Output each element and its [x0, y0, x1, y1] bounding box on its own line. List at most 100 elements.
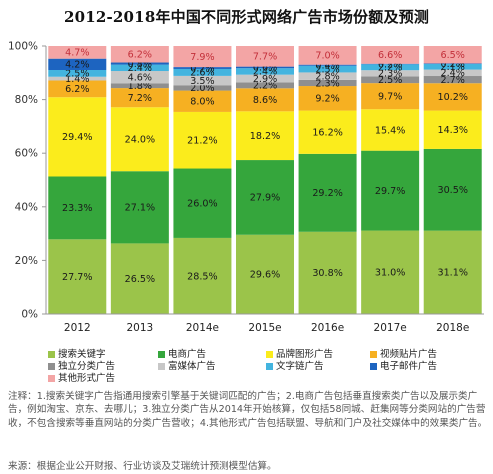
data-label: 18.2%: [250, 131, 280, 142]
data-label: 0.2%: [378, 59, 402, 70]
legend-item: 品牌图形广告: [266, 346, 333, 360]
bar-segment: [236, 82, 294, 89]
legend-item: 视频贴片广告: [370, 346, 437, 360]
data-label: 0.7%: [190, 63, 214, 74]
data-label: 14.3%: [437, 125, 467, 136]
legend-swatch: [266, 362, 273, 370]
bar-segment: [361, 109, 420, 151]
data-label: 7.9%: [190, 52, 214, 63]
data-label: 16.2%: [312, 128, 342, 139]
data-label: 6.2%: [65, 84, 89, 95]
data-label: 1.8%: [128, 81, 152, 92]
data-label: 29.4%: [62, 132, 92, 143]
bar-segment: [236, 66, 294, 69]
legend-label: 电子邮件广告: [380, 361, 438, 372]
bar-segment: [110, 62, 169, 65]
bar-segment: [236, 68, 294, 75]
legend-swatch: [158, 362, 165, 370]
bar-segment: [110, 46, 169, 63]
data-label: 2.8%: [315, 71, 339, 82]
bar-segment: [423, 110, 482, 149]
data-label: 6.5%: [441, 50, 465, 61]
legend-item: 独立分类广告: [48, 358, 115, 372]
data-label: 2.6%: [190, 68, 214, 79]
legend-item: 电商广告: [158, 346, 206, 360]
data-label: 0.4%: [315, 61, 339, 72]
x-tick-label: 2012: [64, 322, 91, 334]
data-label: 28.5%: [187, 271, 217, 282]
x-tick-label: 2018e: [436, 322, 469, 334]
data-label: 2.4%: [253, 67, 277, 78]
bar-segment: [110, 243, 169, 314]
bar-segment: [298, 231, 357, 314]
bar-segment: [48, 46, 107, 59]
data-label: 0.2%: [441, 59, 465, 70]
data-label: 2.7%: [441, 75, 465, 86]
legend-item: 其他形式广告: [48, 370, 115, 384]
bar-segment: [361, 70, 420, 77]
legend-item: 电子邮件广告: [370, 358, 437, 372]
data-label: 1.4%: [65, 74, 89, 85]
data-label: 15.4%: [375, 125, 405, 136]
y-tick-label: 80%: [15, 94, 38, 106]
bar-stack-2016e: 30.8% 29.2% 16.2% 9.2% 2.3%2.8%2.5%0.4%7.0%: [298, 46, 357, 314]
bar-segment: [110, 71, 169, 84]
bar-segment: [48, 239, 107, 314]
legend-item: 文字链广告: [266, 358, 324, 372]
data-label: 9.7%: [378, 91, 402, 102]
bar-segment: [48, 97, 107, 177]
data-label: 8.6%: [253, 95, 277, 106]
bar-segment: [423, 63, 482, 70]
bar-segment: [361, 230, 420, 314]
bar-segment: [236, 88, 294, 112]
bar-segment: [361, 83, 420, 110]
data-label: 31.1%: [437, 268, 467, 279]
notes: 注释：1.搜索关键字广告指通用搜索引擎基于关键词匹配的广告；2.电商广告包括垂直…: [8, 391, 488, 429]
data-label: 2.5%: [65, 69, 89, 80]
bar-segment: [423, 148, 482, 231]
data-label: 29.7%: [375, 186, 405, 197]
legend-swatch: [48, 374, 55, 382]
bar-segment: [48, 58, 107, 70]
bar-segment: [298, 65, 357, 73]
data-label: 29.2%: [312, 188, 342, 199]
data-label: 7.0%: [315, 51, 339, 62]
data-label: 31.0%: [375, 268, 405, 279]
bar-segment: [298, 79, 357, 87]
bar-segment: [361, 150, 420, 231]
data-label: 23.3%: [62, 203, 92, 214]
data-label: 10.2%: [437, 92, 467, 103]
data-label: 2.4%: [128, 63, 152, 74]
legend-swatch: [158, 350, 165, 358]
legend-label: 其他形式广告: [58, 373, 116, 384]
data-label: 4.6%: [128, 72, 152, 83]
chart-title: 2012-2018年中国不同形式网络广告市场份额及预测: [63, 8, 430, 26]
bar-segment: [173, 75, 232, 86]
bar-stack-2014e: 28.5% 26.0% 21.2% 8.0% 2.0%3.5%2.6%0.7%7.9%: [173, 46, 232, 314]
bar-stack-2013: 26.5% 27.1% 24.0% 7.2%1.8%4.6%2.4%0.8%6.2%: [110, 46, 169, 314]
data-label: 21.2%: [187, 136, 217, 147]
data-label: 6.6%: [378, 50, 402, 61]
bar-segment: [173, 237, 232, 314]
bar-segment: [423, 76, 482, 84]
legend-label: 电商广告: [168, 349, 207, 360]
stacked-bar-chart: 0%20%40%60%80%100% 27.7%23.3%29.4%6.2%1.…: [8, 41, 484, 334]
bar-segment: [423, 63, 482, 64]
bar-segment: [173, 85, 232, 91]
data-label: 2.2%: [253, 81, 277, 92]
data-label: 30.5%: [437, 185, 467, 196]
data-label: 2.5%: [378, 75, 402, 86]
bar-segment: [110, 107, 169, 172]
bar-segment: [361, 76, 420, 84]
bar-segment: [298, 110, 357, 154]
data-label: 27.1%: [125, 203, 155, 214]
bar-segment: [298, 86, 357, 111]
bar-segment: [236, 111, 294, 161]
data-label: 26.5%: [125, 274, 155, 285]
bar-segment: [48, 76, 107, 81]
data-label: 27.7%: [62, 272, 92, 283]
bar-segment: [173, 90, 232, 112]
x-axis: 2012 2013 2014e 2015e 2016e 2017e 2018e: [46, 313, 484, 334]
bar-segment: [110, 171, 169, 244]
